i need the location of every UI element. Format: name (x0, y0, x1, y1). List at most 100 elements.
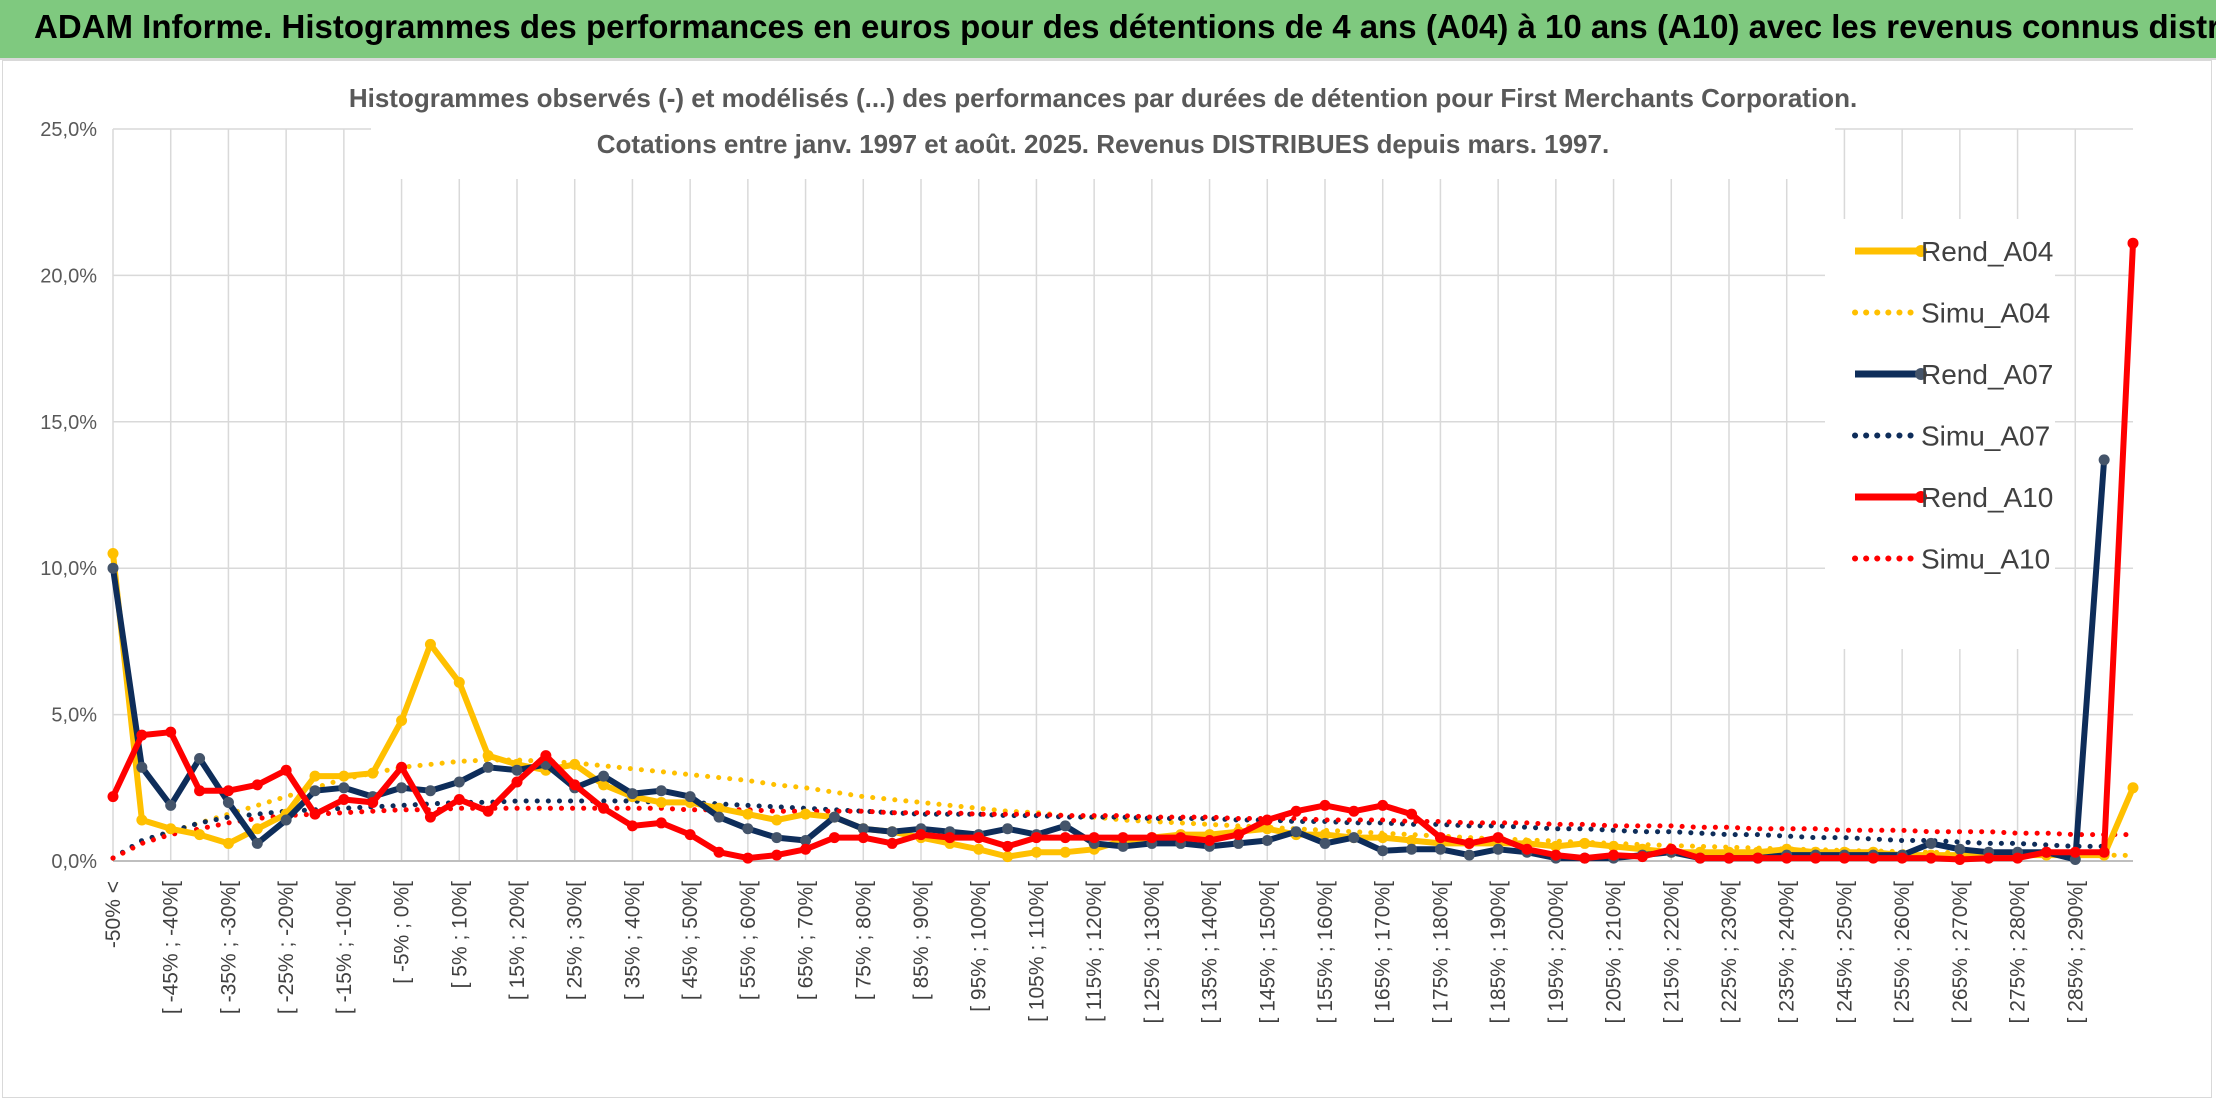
title-background (371, 61, 1835, 179)
data-point (424, 785, 436, 797)
data-point (1030, 846, 1042, 858)
data-point (165, 799, 177, 811)
data-point (1954, 854, 1966, 866)
x-tick-label: [ 15% ; 20%[ (506, 881, 529, 1000)
data-point (309, 770, 321, 782)
data-point (1434, 832, 1446, 844)
x-tick-label: [ -25% ; -20%[ (275, 881, 298, 1014)
data-point (1636, 851, 1648, 863)
x-tick-label: [ 105% ; 110%[ (1025, 881, 1048, 1022)
x-tick-label: -50% < (102, 881, 125, 948)
x-tick-label: [ 95% ; 100%[ (968, 881, 991, 1012)
data-point (1030, 832, 1042, 844)
x-tick-label: [ 135% ; 140%[ (1199, 881, 1222, 1024)
data-point (655, 785, 667, 797)
series-line-Rend_A07 (110, 459, 2108, 863)
data-point (857, 832, 869, 844)
data-point (1117, 840, 1129, 852)
x-tick-label: [ 285% ; 290%[ (2064, 881, 2087, 1024)
x-tick-label: [ 235% ; 240%[ (1776, 881, 1799, 1024)
data-point (1261, 814, 1273, 826)
data-point (1348, 805, 1360, 817)
data-point (1261, 835, 1273, 847)
data-point (1406, 843, 1418, 855)
data-point (222, 837, 234, 849)
data-point (1608, 840, 1620, 852)
y-tick-label: 15,0% (40, 412, 97, 434)
x-tick-label: [ -45% ; -40%[ (160, 881, 183, 1014)
legend-marker (1915, 491, 1927, 503)
y-tick-label: 0,0% (51, 851, 97, 873)
y-tick-label: 25,0% (40, 119, 97, 141)
x-tick-label: [ 195% ; 200%[ (1545, 881, 1568, 1024)
data-point (1983, 852, 1995, 864)
data-point (338, 782, 350, 794)
data-point (800, 843, 812, 855)
data-point (1665, 843, 1677, 855)
data-point (1579, 852, 1591, 864)
x-tick-label: [ 265% ; 270%[ (1949, 881, 1972, 1024)
legend-marker (1915, 368, 1927, 380)
data-point (742, 852, 754, 864)
x-tick-label: [ 185% ; 190%[ (1487, 881, 1510, 1024)
data-point (1781, 852, 1793, 864)
data-point (1406, 835, 1418, 847)
x-tick-label: [ 205% ; 210%[ (1603, 881, 1626, 1024)
data-point (367, 767, 379, 779)
data-point (655, 817, 667, 829)
data-point (1261, 823, 1273, 835)
data-point (107, 562, 119, 574)
legend-background (1825, 219, 2055, 649)
data-point (742, 823, 754, 835)
legend: Rend_A04 Simu_A04 Rend_A07 Simu_A07 Rend_A10… (1825, 219, 2055, 649)
chart-frame: 0,0% 5,0% 10,0% 15,0% 20,0% 25,0% -50% < [ -45… (2, 60, 2212, 1098)
legend-item-Simu_A07: Simu_A07 (1852, 421, 2050, 452)
data-point (136, 814, 148, 826)
data-point (251, 823, 263, 835)
data-point (1925, 837, 1937, 849)
data-point (2012, 852, 2024, 864)
data-point (1867, 852, 1879, 864)
data-point (1319, 799, 1331, 811)
data-point (1925, 852, 1937, 864)
data-point (684, 829, 696, 841)
legend-item-Simu_A04: Simu_A04 (1852, 298, 2050, 329)
x-tick-label: [ 215% ; 220%[ (1660, 881, 1683, 1024)
data-point (222, 785, 234, 797)
data-point (1002, 840, 1014, 852)
y-tick-label: 10,0% (40, 558, 97, 580)
x-tick-label: [ 25% ; 30%[ (564, 881, 587, 1000)
data-point (482, 761, 494, 773)
data-point (453, 794, 465, 806)
data-point (1002, 823, 1014, 835)
data-point (1810, 852, 1822, 864)
header-banner: ADAM Informe. Histogrammes des performan… (0, 0, 2216, 60)
data-point (1550, 849, 1562, 861)
x-tick-label: [ 255% ; 260%[ (1891, 881, 1914, 1024)
data-point (1232, 829, 1244, 841)
data-point (2098, 454, 2110, 466)
data-point (713, 846, 725, 858)
data-point (165, 726, 177, 738)
data-point (771, 832, 783, 844)
x-tick-label: [ 245% ; 250%[ (1833, 881, 1856, 1024)
data-point (251, 779, 263, 791)
data-point (280, 764, 292, 776)
page-title: ADAM Informe. Histogrammes des performan… (34, 8, 2216, 45)
data-point (1059, 832, 1071, 844)
data-point (626, 820, 638, 832)
data-point (1117, 832, 1129, 844)
data-point (367, 796, 379, 808)
data-point (194, 785, 206, 797)
data-point (1492, 832, 1504, 844)
data-point (1492, 843, 1504, 855)
data-point (742, 808, 754, 820)
data-point (338, 794, 350, 806)
data-point (453, 676, 465, 688)
data-point (1146, 832, 1158, 844)
data-point (1579, 837, 1591, 849)
data-point (107, 791, 119, 803)
chart-subtitle: Cotations entre janv. 1997 et août. 2025… (597, 129, 1609, 159)
data-point (482, 750, 494, 762)
x-tick-label: [ 45% ; 50%[ (679, 881, 702, 1000)
